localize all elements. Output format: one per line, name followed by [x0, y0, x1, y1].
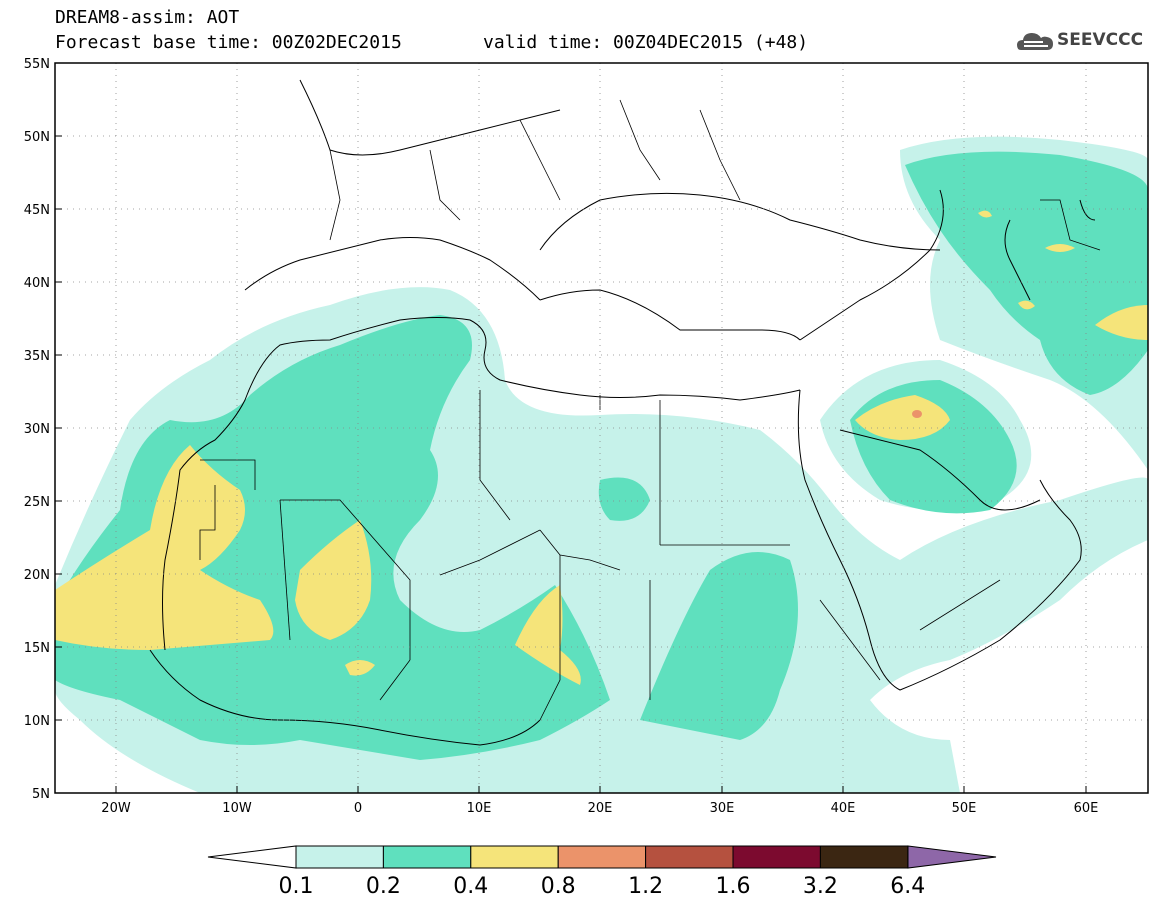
lat-label: 35N: [24, 349, 50, 364]
colorbar-label: 0.4: [453, 874, 488, 899]
colorbar-label: 0.8: [541, 874, 576, 899]
colorbar-label: 1.2: [628, 874, 663, 899]
lon-label: 10W: [222, 801, 252, 816]
lon-label: 10E: [467, 801, 492, 816]
lat-label: 10N: [24, 714, 50, 729]
colorbar-label: 6.4: [890, 874, 925, 899]
ticks: [55, 135, 1087, 793]
lon-label: 20W: [101, 801, 131, 816]
lat-label: 15N: [24, 641, 50, 656]
coastlines: [149, 79, 1096, 746]
lon-label: 20E: [588, 801, 613, 816]
aot-level-0.8: [912, 410, 922, 418]
lat-label: 40N: [24, 276, 50, 291]
colorbar-labels: 0.1 0.2 0.4 0.8 1.2 1.6 3.2 6.4: [279, 874, 926, 899]
lat-label: 50N: [24, 130, 50, 145]
lon-label: 60E: [1074, 801, 1099, 816]
colorbar-label: 3.2: [803, 874, 838, 899]
lon-label: 0: [354, 801, 362, 816]
lat-labels: 55N 50N 45N 40N 35N 30N 25N 20N 15N 10N …: [24, 57, 50, 802]
lat-label: 5N: [32, 787, 50, 802]
valid-time: valid time: 00Z04DEC2015 (+48): [483, 32, 809, 53]
forecast-base-time: Forecast base time: 00Z02DEC2015: [55, 32, 402, 53]
aot-level-0.4: [55, 210, 1148, 685]
colorbar-label: 0.1: [279, 874, 314, 899]
lon-label: 50E: [952, 801, 977, 816]
aot-map: 55N 50N 45N 40N 35N 30N 25N 20N 15N 10N …: [24, 57, 1149, 816]
lon-label: 40E: [831, 801, 856, 816]
colorbar-label: 1.6: [716, 874, 751, 899]
map-title: DREAM8-assim: AOT: [55, 7, 240, 28]
lat-label: 25N: [24, 495, 50, 510]
graticule: [55, 63, 1148, 793]
colorbar-label: 0.2: [366, 874, 401, 899]
lat-label: 55N: [24, 57, 50, 72]
country-borders: [199, 99, 1101, 721]
lat-label: 30N: [24, 422, 50, 437]
lat-label: 20N: [24, 568, 50, 583]
lat-label: 45N: [24, 203, 50, 218]
cloud-icon: [1017, 33, 1053, 50]
lon-label: 30E: [710, 801, 735, 816]
lon-labels: 20W 10W 0 10E 20E 30E 40E 50E 60E: [101, 801, 1098, 816]
logo-text: SEEVCCC: [1057, 30, 1144, 50]
